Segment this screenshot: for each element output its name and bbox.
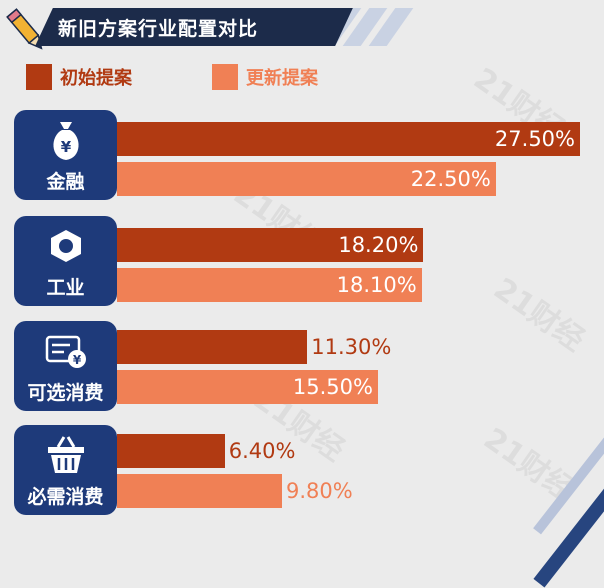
category-box-finance: ¥ 金融	[14, 110, 117, 200]
watermark: 21财经	[487, 271, 591, 359]
bar-updated-industry	[117, 268, 422, 302]
money-bag-icon: ¥	[52, 122, 79, 160]
legend-swatch-updated	[212, 64, 238, 90]
category-box-staples: 必需消费	[14, 425, 117, 515]
category-box-industry: 工业	[14, 216, 117, 306]
svg-text:¥: ¥	[60, 138, 71, 156]
data-label-initial-staples: 6.40%	[228, 439, 296, 463]
category-label-finance: 金融	[46, 171, 85, 193]
legend-item-updated: 更新提案	[212, 64, 318, 90]
bar-updated-finance	[117, 162, 496, 196]
data-label-initial-discretionary: 11.30%	[311, 335, 392, 359]
legend-label-updated: 更新提案	[246, 68, 318, 89]
bar-updated-discretionary	[117, 370, 378, 404]
bar-initial-discretionary	[117, 330, 308, 364]
bar-initial-staples	[117, 434, 225, 468]
hex-nut-icon	[50, 230, 81, 262]
bar-initial-finance	[117, 122, 580, 156]
bar-updated-staples	[117, 474, 282, 508]
bar-initial-industry	[117, 228, 424, 262]
data-label-updated-industry: 18.10%	[336, 273, 417, 297]
category-label-industry: 工业	[46, 277, 85, 299]
data-label-updated-finance: 22.50%	[410, 167, 491, 191]
data-label-initial-finance: 27.50%	[494, 127, 575, 151]
category-box-discretionary: ¥ 可选消费	[14, 321, 117, 411]
category-label-staples: 必需消费	[27, 486, 104, 508]
data-label-updated-discretionary: 15.50%	[292, 375, 373, 399]
legend-label-initial: 初始提案	[60, 68, 132, 89]
data-label-updated-staples: 9.80%	[285, 479, 353, 503]
legend-swatch-initial	[26, 64, 52, 90]
chart-title: 新旧方案行业配置对比	[58, 18, 259, 40]
category-label-discretionary: 可选消费	[27, 382, 104, 404]
data-label-initial-industry: 18.20%	[338, 233, 419, 257]
basket-icon	[47, 436, 84, 473]
svg-text:¥: ¥	[72, 353, 81, 367]
card-coin-icon: ¥	[45, 335, 86, 368]
legend-item-initial: 初始提案	[26, 64, 132, 90]
